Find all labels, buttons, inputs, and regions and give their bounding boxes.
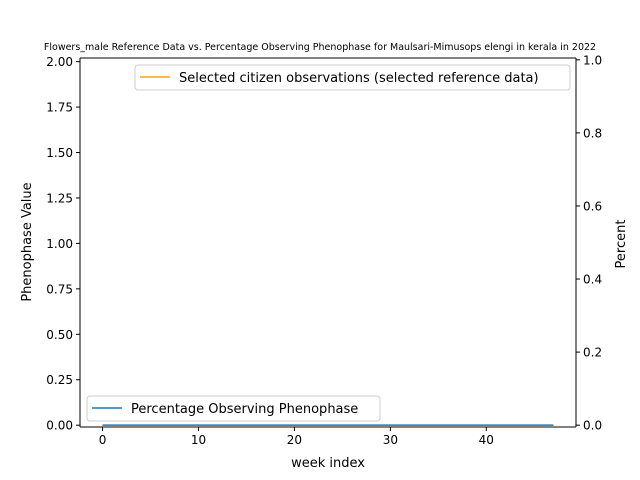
chart-title: Flowers_male Reference Data vs. Percenta… bbox=[44, 42, 596, 53]
legend-label: Selected citizen observations (selected … bbox=[179, 71, 539, 86]
y-left-tick-label: 0.50 bbox=[46, 328, 73, 342]
plot-area bbox=[80, 58, 576, 427]
y-right-tick-label: 1.0 bbox=[583, 53, 602, 67]
legend-label: Percentage Observing Phenophase bbox=[131, 402, 358, 417]
legend-lower-left: Percentage Observing Phenophase bbox=[86, 395, 381, 422]
y-left-axis-ticks: 0.00 0.25 0.50 0.75 1.00 1.25 1.50 1.75 2.00 bbox=[46, 55, 80, 433]
y-right-tick-label: 0.0 bbox=[583, 419, 602, 433]
x-tick-label: 30 bbox=[383, 433, 398, 447]
y-left-axis-label: Phenophase Value bbox=[20, 182, 35, 301]
y-left-tick-label: 1.00 bbox=[46, 237, 73, 251]
x-tick-label: 10 bbox=[191, 433, 206, 447]
y-right-axis-label: Percent bbox=[614, 220, 629, 269]
y-left-tick-label: 1.50 bbox=[46, 146, 73, 160]
y-right-tick-label: 0.6 bbox=[583, 199, 602, 213]
y-left-tick-label: 0.25 bbox=[46, 373, 73, 387]
y-right-tick-label: 0.4 bbox=[583, 273, 602, 287]
legend-frame bbox=[134, 64, 571, 91]
legend-upper-right: Selected citizen observations (selected … bbox=[134, 64, 571, 91]
x-axis-label: week index bbox=[291, 456, 365, 471]
x-tick-label: 20 bbox=[287, 433, 302, 447]
y-left-tick-label: 1.75 bbox=[46, 101, 73, 115]
y-right-tick-label: 0.8 bbox=[583, 126, 602, 140]
y-right-axis-ticks: 0.0 0.2 0.4 0.6 0.8 1.0 bbox=[576, 53, 602, 433]
y-left-tick-label: 1.25 bbox=[46, 191, 73, 205]
x-tick-label: 40 bbox=[479, 433, 494, 447]
x-tick-label: 0 bbox=[99, 433, 107, 447]
y-left-tick-label: 0.75 bbox=[46, 282, 73, 296]
x-axis-ticks: 0 10 20 30 40 bbox=[99, 427, 494, 447]
y-right-tick-label: 0.2 bbox=[583, 346, 602, 360]
y-left-tick-label: 2.00 bbox=[46, 55, 73, 69]
y-left-tick-label: 0.00 bbox=[46, 419, 73, 433]
legend-frame bbox=[86, 395, 381, 422]
